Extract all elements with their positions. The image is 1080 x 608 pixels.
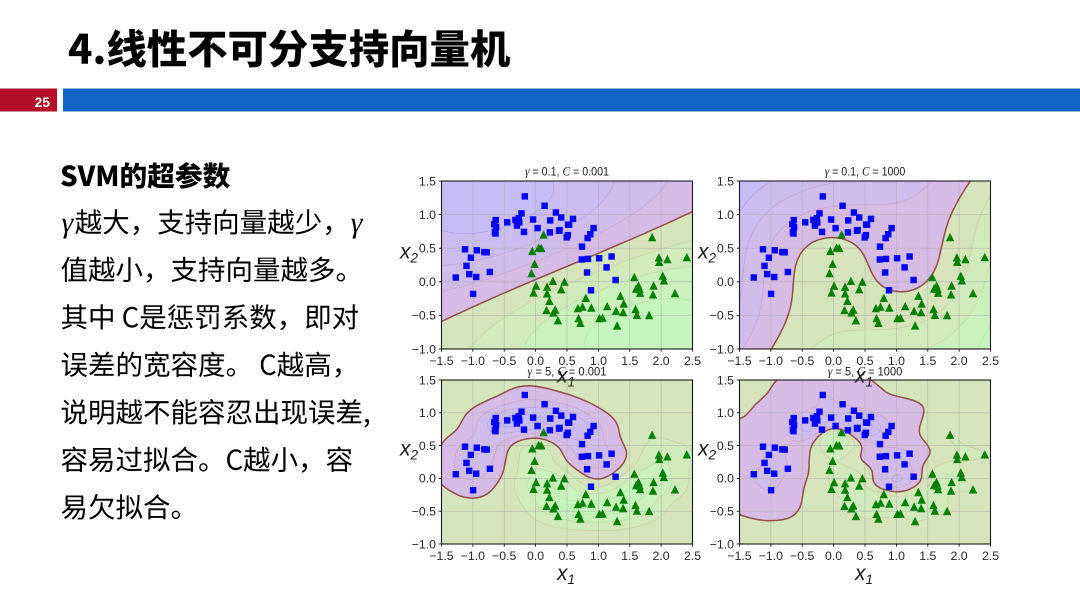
svg-text:−1.0: −1.0 (759, 549, 783, 563)
svg-text:−1.0: −1.0 (412, 342, 436, 356)
svg-text:γ = 5, C = 1000: γ = 5, C = 1000 (828, 365, 903, 379)
svg-text:1.0: 1.0 (419, 208, 436, 222)
svg-text:1.5: 1.5 (717, 174, 734, 188)
svg-text:1.0: 1.0 (888, 354, 905, 368)
svg-text:0.5: 0.5 (856, 354, 873, 368)
svg-text:−1.5: −1.5 (727, 549, 751, 563)
svg-text:1.0: 1.0 (590, 354, 607, 368)
svg-text:1.5: 1.5 (419, 174, 436, 188)
svg-text:0.5: 0.5 (717, 242, 734, 256)
svg-text:0.0: 0.0 (825, 549, 842, 563)
svg-text:0.5: 0.5 (419, 439, 436, 453)
svg-text:1.0: 1.0 (590, 549, 607, 563)
svg-text:−0.5: −0.5 (492, 354, 516, 368)
svg-text:2.5: 2.5 (982, 549, 999, 563)
svg-text:2.5: 2.5 (684, 549, 701, 563)
svg-text:1.0: 1.0 (717, 208, 734, 222)
svg-text:2.0: 2.0 (653, 549, 670, 563)
svg-text:−1.5: −1.5 (429, 549, 453, 563)
svg-text:0.0: 0.0 (419, 275, 436, 289)
svg-text:2.0: 2.0 (951, 354, 968, 368)
svg-text:γ = 0.1, C = 1000: γ = 0.1, C = 1000 (825, 164, 906, 178)
svg-text:1.5: 1.5 (621, 354, 638, 368)
svg-text:1.0: 1.0 (717, 406, 734, 420)
svg-text:1.0: 1.0 (419, 406, 436, 420)
svg-text:−0.5: −0.5 (790, 549, 814, 563)
svg-text:−1.5: −1.5 (429, 354, 453, 368)
svg-text:−0.5: −0.5 (412, 505, 436, 519)
svg-text:γ = 5, C = 0.001: γ = 5, C = 0.001 (528, 365, 607, 379)
svg-text:2.0: 2.0 (951, 549, 968, 563)
svg-text:0.5: 0.5 (558, 354, 575, 368)
svg-text:−0.5: −0.5 (710, 309, 734, 323)
svg-text:0.0: 0.0 (527, 549, 544, 563)
svg-text:−0.5: −0.5 (790, 354, 814, 368)
svg-text:1.5: 1.5 (419, 373, 436, 387)
svg-text:−0.5: −0.5 (710, 505, 734, 519)
svg-text:25: 25 (35, 95, 51, 110)
svg-text:0.5: 0.5 (558, 549, 575, 563)
svg-text:−1.0: −1.0 (412, 537, 436, 551)
svg-text:1.0: 1.0 (888, 549, 905, 563)
svg-text:0.0: 0.0 (717, 275, 734, 289)
svg-text:−1.0: −1.0 (759, 354, 783, 368)
svg-text:−0.5: −0.5 (492, 549, 516, 563)
svg-text:γ = 0.1, C = 0.001: γ = 0.1, C = 0.001 (525, 164, 609, 178)
svg-text:−1.0: −1.0 (461, 549, 485, 563)
svg-text:0.0: 0.0 (419, 472, 436, 486)
svg-text:0.0: 0.0 (825, 354, 842, 368)
svg-text:0.5: 0.5 (717, 439, 734, 453)
svg-text:0.0: 0.0 (717, 472, 734, 486)
svg-text:0.5: 0.5 (419, 242, 436, 256)
svg-text:−1.5: −1.5 (727, 354, 751, 368)
svg-text:1.5: 1.5 (621, 549, 638, 563)
svg-text:0.0: 0.0 (527, 354, 544, 368)
svg-text:−1.0: −1.0 (461, 354, 485, 368)
svg-text:0.5: 0.5 (856, 549, 873, 563)
svg-text:2.5: 2.5 (684, 354, 701, 368)
svg-text:1.5: 1.5 (717, 373, 734, 387)
svg-text:−0.5: −0.5 (412, 309, 436, 323)
svg-text:−1.0: −1.0 (710, 342, 734, 356)
svg-text:2.0: 2.0 (653, 354, 670, 368)
svg-text:−1.0: −1.0 (710, 537, 734, 551)
svg-text:1.5: 1.5 (919, 549, 936, 563)
svg-text:2.5: 2.5 (982, 354, 999, 368)
svg-text:1.5: 1.5 (919, 354, 936, 368)
